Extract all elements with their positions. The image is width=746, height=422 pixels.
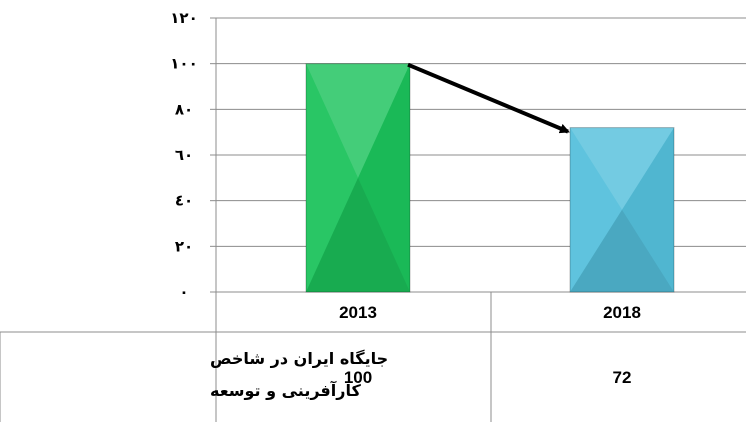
- y-tick-labels: ۰ ۲۰ ٤۰ ٦۰ ۸۰ ۱۰۰ ۱۲۰: [170, 9, 197, 301]
- table-row-label: جایگاه ایران در شاخص: [210, 349, 388, 368]
- bar-facet: [306, 63, 358, 292]
- bar-outline: [569, 127, 675, 293]
- category-label: 2013: [339, 303, 377, 322]
- table-value: 72: [613, 368, 632, 387]
- trend-arrow: [407, 62, 570, 134]
- y-tick-label: ٤۰: [175, 192, 193, 210]
- bar-facet: [570, 127, 622, 292]
- bar-2018: [569, 127, 675, 293]
- category-label: 2018: [603, 303, 641, 322]
- table-row-label: کارآفرینی و توسعه: [210, 380, 361, 400]
- bar-facet: [306, 177, 410, 292]
- bar-outline: [305, 63, 411, 293]
- bar-2013: [305, 63, 411, 293]
- bar-facet: [358, 63, 410, 292]
- y-tick-label: ۸۰: [175, 100, 193, 118]
- bar-facet: [622, 127, 674, 292]
- y-tick-label: ۱۲۰: [170, 9, 197, 27]
- bar-body: [570, 127, 674, 292]
- bar-facet: [306, 63, 410, 178]
- data-table: 2013 100 2018 72 جایگاه ایران در شاخص کارآفری…: [0, 292, 746, 422]
- bar-facet: [570, 209, 674, 292]
- bar-facet: [570, 127, 674, 210]
- table-value: 100: [344, 368, 372, 387]
- y-tick-label: ۰: [179, 283, 188, 301]
- y-tick-label: ٦۰: [175, 146, 193, 164]
- y-tick-label: ۲۰: [175, 237, 193, 255]
- bar-body: [306, 63, 410, 292]
- y-tick-label: ۱۰۰: [170, 55, 197, 73]
- bars: [305, 63, 675, 293]
